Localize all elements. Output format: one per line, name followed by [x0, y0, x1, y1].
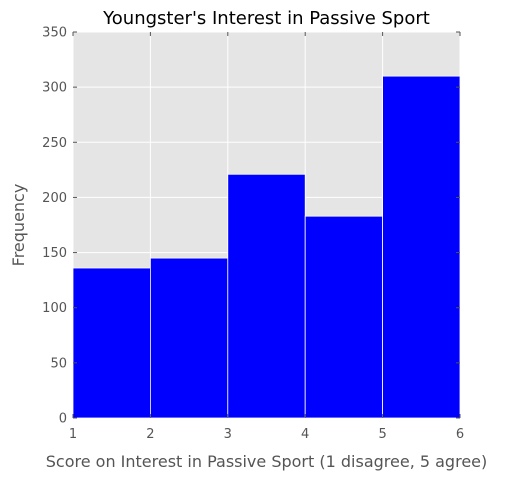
x-tick-label: 4	[301, 427, 309, 442]
y-tick-label: 100	[42, 301, 67, 316]
chart-title: Youngster's Interest in Passive Sport	[102, 8, 430, 29]
x-tick-label: 5	[378, 427, 386, 442]
y-tick-label: 150	[42, 246, 67, 261]
histogram-bar	[304, 215, 384, 419]
y-tick-label: 0	[59, 412, 67, 427]
histogram-bar	[227, 173, 306, 419]
y-tick-label: 200	[42, 191, 67, 206]
y-axis-label: Frequency	[9, 184, 28, 267]
x-tick-label: 2	[146, 427, 154, 442]
y-tick-label: 250	[42, 136, 67, 151]
y-tick-labels: 0 50 100 150 200 250 300 350	[42, 26, 67, 427]
x-tick-label: 3	[224, 427, 232, 442]
histogram-bars	[72, 75, 461, 419]
axis-ticks	[72, 31, 461, 419]
histogram-bar	[72, 267, 151, 419]
x-tick-labels: 1 2 3 4 5 6	[69, 427, 464, 442]
y-tick-label: 300	[42, 81, 67, 96]
y-tick-label: 50	[50, 356, 67, 371]
x-axis-label: Score on Interest in Passive Sport (1 di…	[46, 452, 488, 471]
histogram-bar	[149, 257, 229, 419]
y-tick-label: 350	[42, 26, 67, 41]
x-tick-label: 6	[456, 427, 464, 442]
histogram-bar	[382, 75, 461, 419]
x-tick-label: 1	[69, 427, 77, 442]
